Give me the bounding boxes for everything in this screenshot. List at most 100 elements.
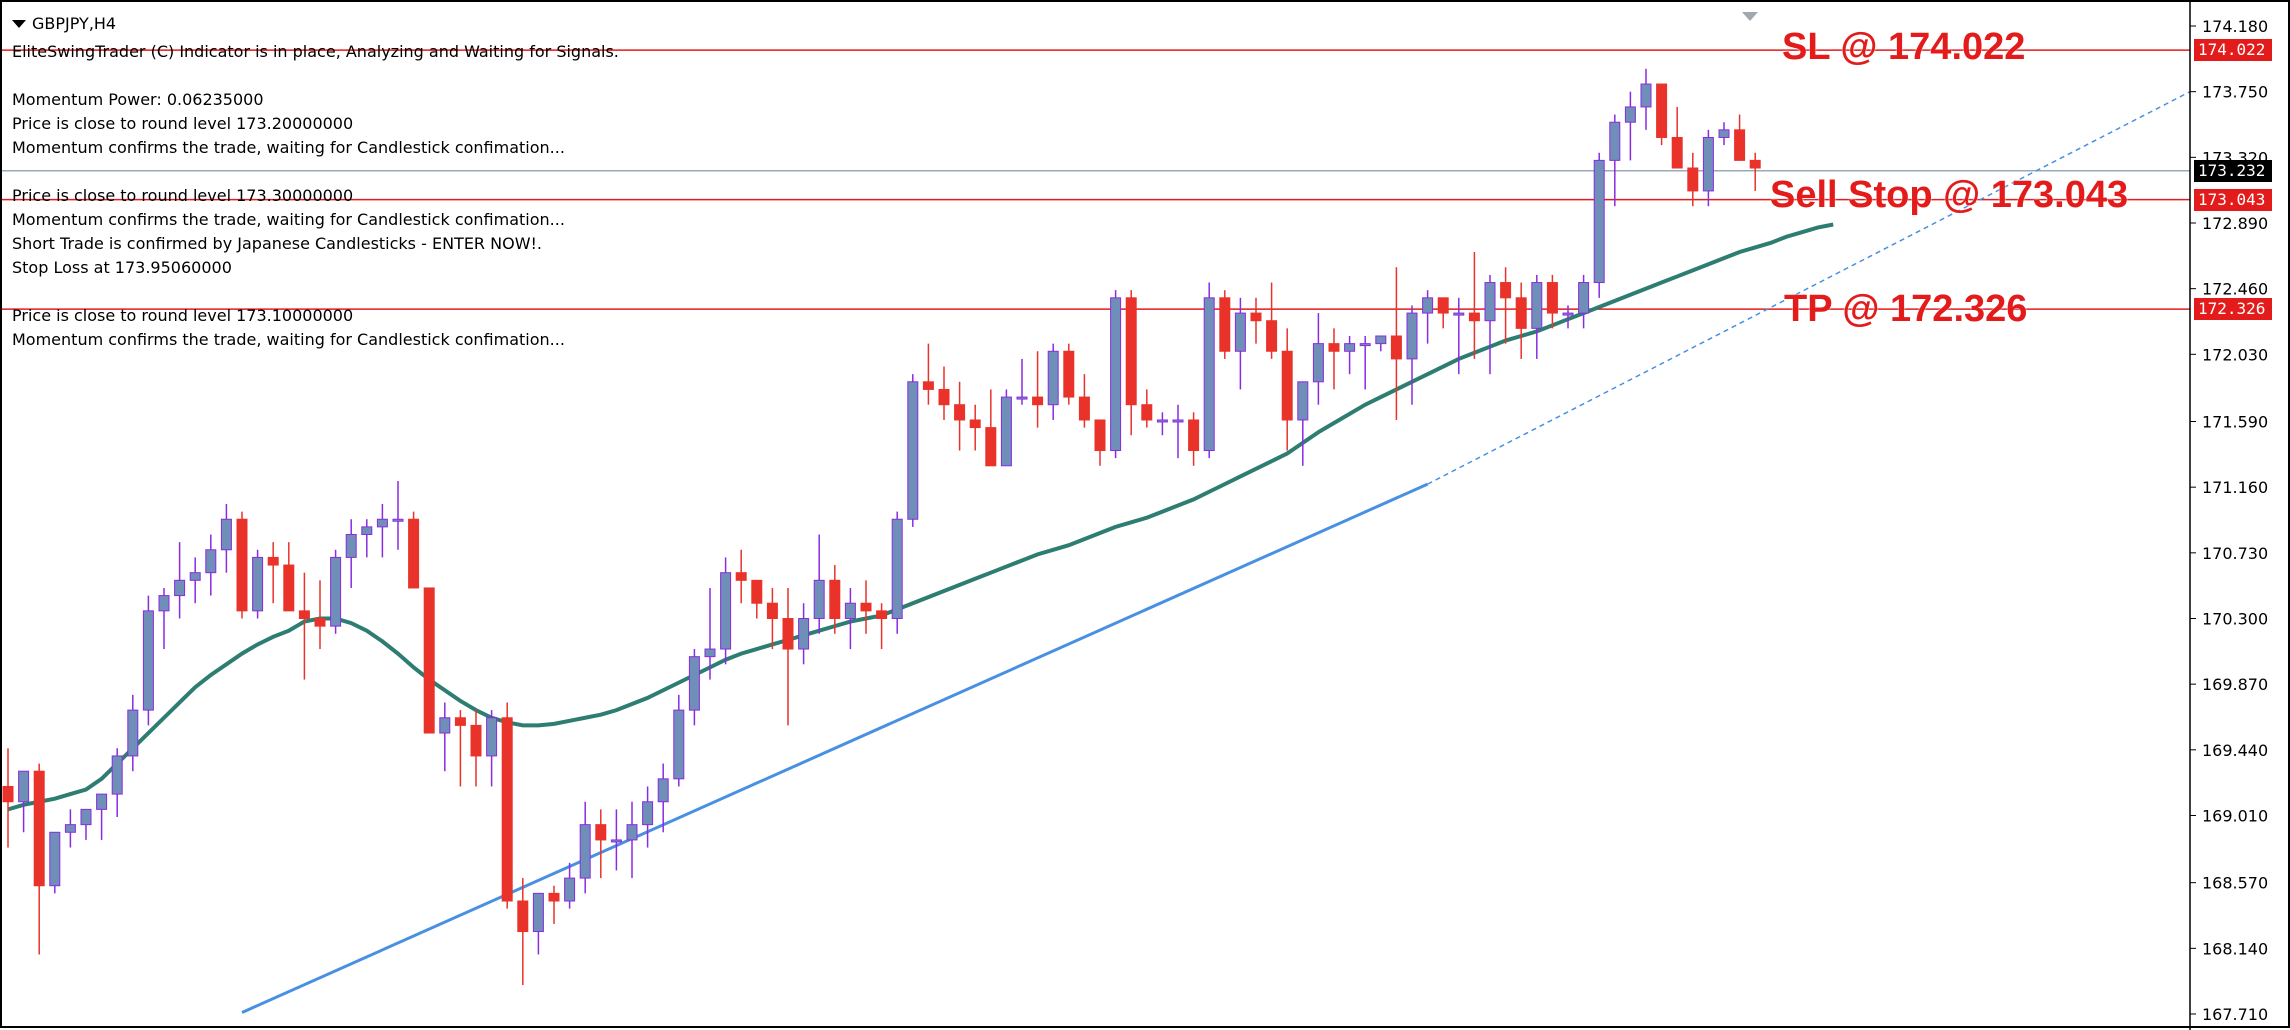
candle-body: [376, 518, 388, 528]
bullish-candle: [189, 557, 201, 604]
bullish-candle: [1593, 152, 1605, 298]
candle-body: [1110, 297, 1122, 452]
candle-body: [1468, 312, 1480, 322]
bearish-candle: [1671, 106, 1683, 169]
bullish-candle: [1578, 274, 1590, 329]
candle-body: [829, 579, 841, 619]
bullish-candle: [1156, 412, 1168, 436]
bearish-candle: [298, 572, 310, 680]
short-trade-confirmed-msg: Short Trade is confirmed by Japanese Can…: [12, 234, 543, 253]
candle-body: [1734, 129, 1746, 161]
bearish-candle: [1125, 290, 1137, 436]
candle-body: [1624, 106, 1636, 123]
candle-body: [1156, 419, 1168, 423]
candle-body: [252, 556, 264, 612]
bearish-candle: [829, 565, 841, 634]
bearish-candle: [1188, 412, 1200, 466]
price-tick-label: 172.890: [2202, 214, 2268, 233]
bearish-candle: [2, 748, 14, 848]
candle-body: [18, 770, 30, 803]
bullish-candle: [657, 763, 669, 833]
bullish-candle: [1297, 381, 1309, 466]
candles-group: [2, 68, 1761, 985]
candle-body: [517, 900, 529, 933]
tp-label: TP @ 172.326: [1784, 288, 2028, 330]
bullish-candle: [704, 587, 716, 680]
bearish-candle: [267, 542, 279, 604]
bullish-candle: [1000, 389, 1012, 467]
bullish-candle: [96, 793, 108, 840]
bearish-candle: [1656, 83, 1668, 146]
period-separator-marker: [1742, 12, 1758, 21]
candle-body: [1063, 350, 1075, 398]
candle-body: [657, 778, 669, 803]
candle-body: [860, 602, 872, 612]
bullish-candle: [439, 702, 451, 772]
candle-body: [1328, 343, 1340, 352]
trendline-extension: [1427, 90, 2191, 485]
candle-body: [1609, 121, 1621, 161]
bullish-candle: [610, 809, 622, 871]
bullish-candle: [1640, 68, 1652, 130]
bullish-candle: [1110, 290, 1122, 459]
candle-body: [969, 419, 981, 429]
bearish-candle: [517, 878, 529, 985]
candle-body: [1671, 136, 1683, 169]
bullish-candle: [127, 694, 139, 772]
candle-body: [454, 717, 466, 726]
bearish-candle: [751, 579, 763, 619]
candle-body: [470, 724, 482, 757]
bullish-candle: [1406, 305, 1418, 405]
bearish-candle: [766, 587, 778, 650]
level-lines: [2, 49, 2190, 310]
bearish-candle: [548, 885, 560, 924]
candle-body: [49, 831, 61, 887]
candle-body: [345, 534, 357, 558]
bearish-candle: [423, 587, 435, 734]
moving-average-line: [7, 222, 1834, 812]
candle-body: [1172, 419, 1184, 423]
current-price-tag: 173.232: [2194, 159, 2272, 182]
candle-body: [1593, 159, 1605, 284]
candle-body: [267, 556, 279, 566]
bullish-candle: [1359, 335, 1371, 390]
bullish-candle: [1016, 358, 1028, 405]
candle-body: [1453, 312, 1465, 316]
bearish-candle: [1500, 267, 1512, 344]
candle-body: [1437, 297, 1449, 314]
candle-body: [220, 518, 232, 551]
bearish-candle: [1515, 282, 1527, 359]
candle-body: [813, 579, 825, 619]
candle-body: [1266, 320, 1278, 352]
candle-body: [486, 717, 498, 757]
momentum-confirm-msg-1: Momentum confirms the trade, waiting for…: [12, 138, 565, 157]
candle-body: [595, 824, 607, 841]
candle-body: [673, 709, 685, 780]
chart-title[interactable]: GBPJPY,H4: [12, 14, 116, 33]
candle-body: [720, 572, 732, 650]
round-level-msg-2: Price is close to round level 173.300000…: [12, 186, 354, 205]
price-tick-label: 168.570: [2202, 874, 2268, 893]
bearish-candle: [236, 511, 248, 619]
candle-body: [1000, 396, 1012, 467]
candle-body: [127, 709, 139, 757]
bullish-candle: [220, 503, 232, 573]
candle-body: [1656, 83, 1668, 138]
bullish-candle: [626, 801, 638, 879]
candle-body: [1188, 419, 1200, 452]
candle-body: [1515, 297, 1527, 329]
candle-body: [1546, 282, 1558, 314]
bearish-candle: [501, 702, 513, 909]
candle-body: [985, 427, 997, 467]
tp-price-tag: 172.326: [2194, 298, 2272, 321]
price-tick-label: 169.870: [2202, 675, 2268, 694]
candle-body: [1125, 297, 1137, 406]
price-axis-ticks: 174.180173.750173.320172.890172.460172.0…: [2190, 17, 2268, 1024]
chart-menu-arrow-icon[interactable]: [12, 19, 26, 28]
candle-body: [205, 549, 217, 574]
bearish-candle: [595, 809, 607, 879]
candle-body: [64, 824, 76, 833]
bearish-candle: [408, 511, 420, 589]
